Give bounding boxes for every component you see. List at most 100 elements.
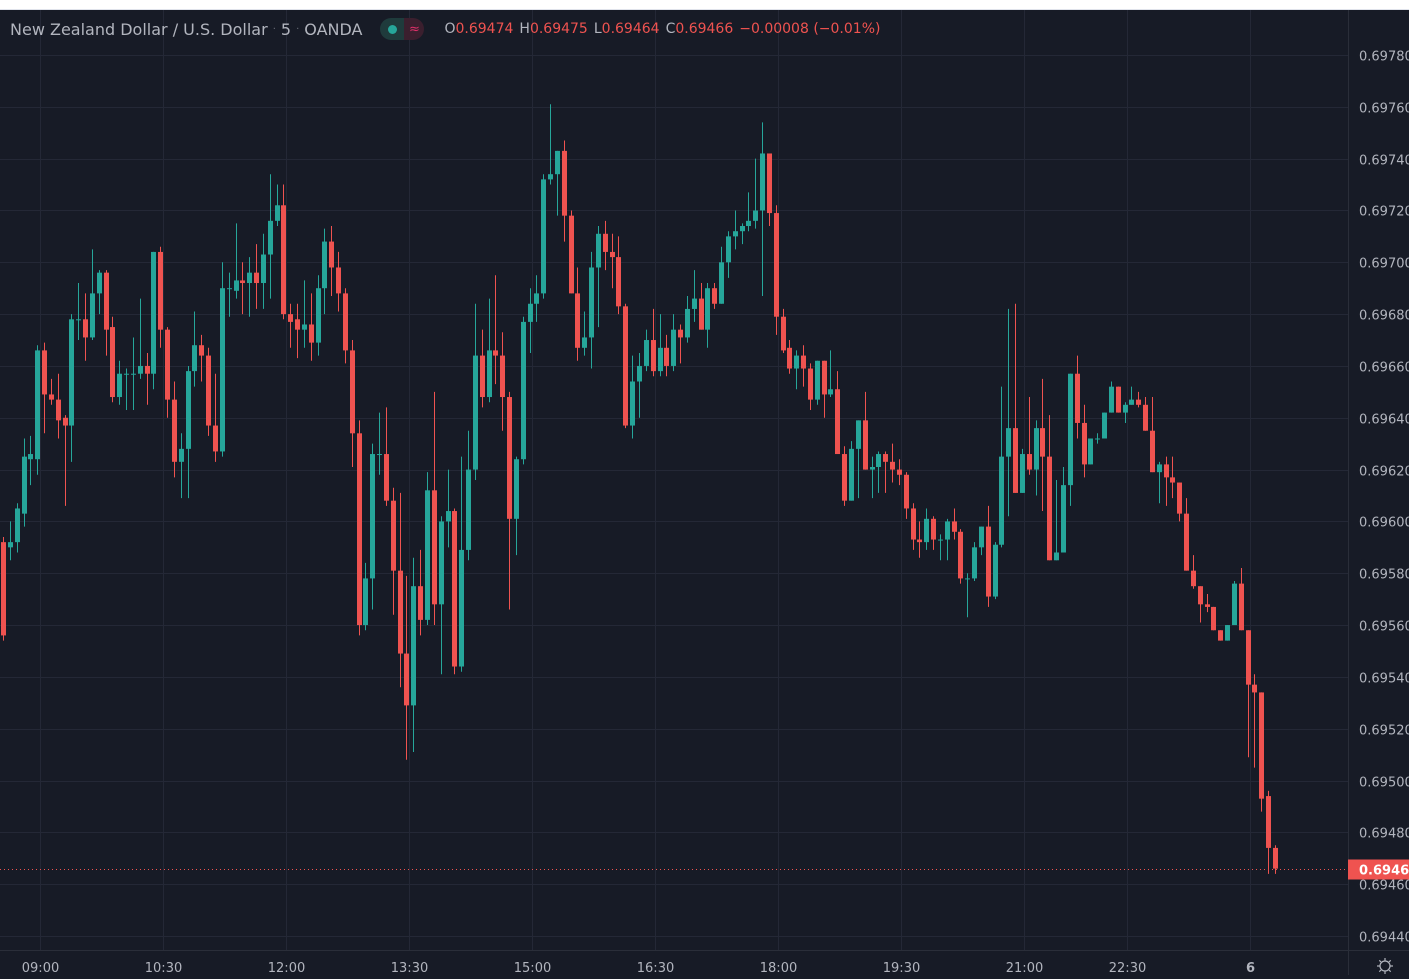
candle-down: [329, 226, 334, 296]
candle-up: [692, 270, 697, 322]
y-tick-label: 0.69500: [1359, 776, 1409, 791]
candle-down: [1246, 630, 1251, 758]
candle-body: [302, 324, 307, 330]
candle-up: [1095, 433, 1100, 444]
candle-up: [514, 456, 519, 556]
candle-body: [473, 355, 478, 470]
x-tick-label: 6: [1246, 961, 1255, 975]
close-value: 0.69466: [675, 21, 734, 37]
candle-body: [69, 319, 74, 426]
candle-up: [999, 386, 1004, 548]
open-label: O: [444, 21, 456, 37]
candle-body: [357, 433, 362, 626]
y-tick-label: 0.69700: [1359, 257, 1409, 272]
price-axis[interactable]: 0.69780 0.69760 0.69740 0.69720 0.69700 0.696…: [1359, 50, 1409, 946]
candle-up: [179, 433, 184, 499]
candle-down: [651, 308, 656, 377]
candle-body: [363, 578, 368, 626]
candle-down: [1040, 378, 1045, 512]
candle-body: [897, 469, 902, 475]
candle-body: [822, 360, 827, 395]
candle-down: [343, 288, 348, 364]
candle-up: [849, 441, 854, 501]
candle-body: [569, 215, 574, 294]
candle-body: [1068, 373, 1073, 486]
candle-down: [336, 251, 341, 312]
candle-body: [295, 319, 300, 330]
candle-up: [924, 508, 929, 550]
candle-body: [151, 251, 156, 374]
candle-body: [1184, 513, 1189, 571]
candle-body: [658, 347, 663, 372]
candle-body: [842, 454, 847, 501]
candle-body: [220, 288, 225, 452]
candle-down: [1164, 456, 1169, 506]
candle-body: [521, 321, 526, 460]
candle-body: [1102, 412, 1107, 439]
settings-gear-icon[interactable]: [1375, 957, 1395, 975]
candle-body: [179, 448, 184, 462]
candle-body: [931, 518, 936, 540]
candle-body: [213, 425, 218, 452]
candle-body: [316, 288, 321, 343]
symbol-name[interactable]: New Zealand Dollar / U.S. Dollar: [10, 19, 268, 39]
candle-up: [637, 352, 642, 418]
candle-body: [582, 337, 587, 348]
candle-up: [124, 368, 129, 410]
candle-down: [1027, 397, 1032, 475]
candle-body: [945, 521, 950, 540]
candle-body: [760, 153, 765, 211]
candle-up: [316, 275, 321, 356]
candle-body: [808, 368, 813, 400]
candle-body: [685, 308, 690, 338]
candle-body: [555, 150, 560, 175]
candle-body: [746, 220, 751, 227]
candle-body: [49, 394, 54, 400]
candle-up: [35, 345, 40, 475]
candle-body: [965, 578, 970, 580]
candle-body: [35, 350, 40, 460]
candle-down: [904, 472, 909, 519]
open-value: 0.69474: [455, 21, 514, 37]
candle-down: [384, 407, 389, 506]
market-status-toggle[interactable]: ≈: [380, 18, 425, 40]
candle-up: [644, 329, 649, 372]
candle-down: [418, 549, 423, 636]
candle-body: [726, 236, 731, 263]
candle-body: [56, 399, 61, 421]
candle-down: [350, 340, 355, 467]
interval[interactable]: 5: [280, 19, 292, 39]
y-tick-label: 0.69780: [1359, 50, 1409, 65]
candle-down: [801, 345, 806, 387]
candle-body: [432, 490, 437, 605]
candle-body: [480, 355, 485, 398]
candle-up: [753, 158, 758, 229]
candle-down: [781, 308, 786, 353]
candle-body: [958, 531, 963, 579]
candle-body: [637, 365, 642, 382]
candle-body: [1013, 428, 1018, 493]
candle-down: [507, 391, 512, 610]
candle-body: [1252, 684, 1257, 693]
candle-down: [712, 283, 717, 309]
candle-body: [692, 298, 697, 309]
candle-body: [42, 350, 47, 395]
candle-up: [97, 270, 102, 315]
candle-up: [589, 251, 594, 369]
candle-up: [439, 516, 444, 675]
candle-body: [767, 153, 772, 214]
candle-down: [288, 303, 293, 348]
candle-down: [63, 415, 68, 506]
candle-up: [582, 311, 587, 356]
candle-up: [856, 420, 861, 499]
candle-down: [603, 220, 608, 271]
time-axis[interactable]: 09:00 10:30 12:00 13:30 15:00 16:30 18:00 19:30…: [22, 961, 1255, 975]
candle-body: [131, 373, 136, 375]
candle-body: [104, 272, 109, 330]
candle-down: [678, 324, 683, 364]
candle-body: [993, 544, 998, 597]
candle-body: [240, 280, 245, 284]
candle-body: [753, 210, 758, 221]
x-tick-label: 16:30: [637, 961, 674, 975]
